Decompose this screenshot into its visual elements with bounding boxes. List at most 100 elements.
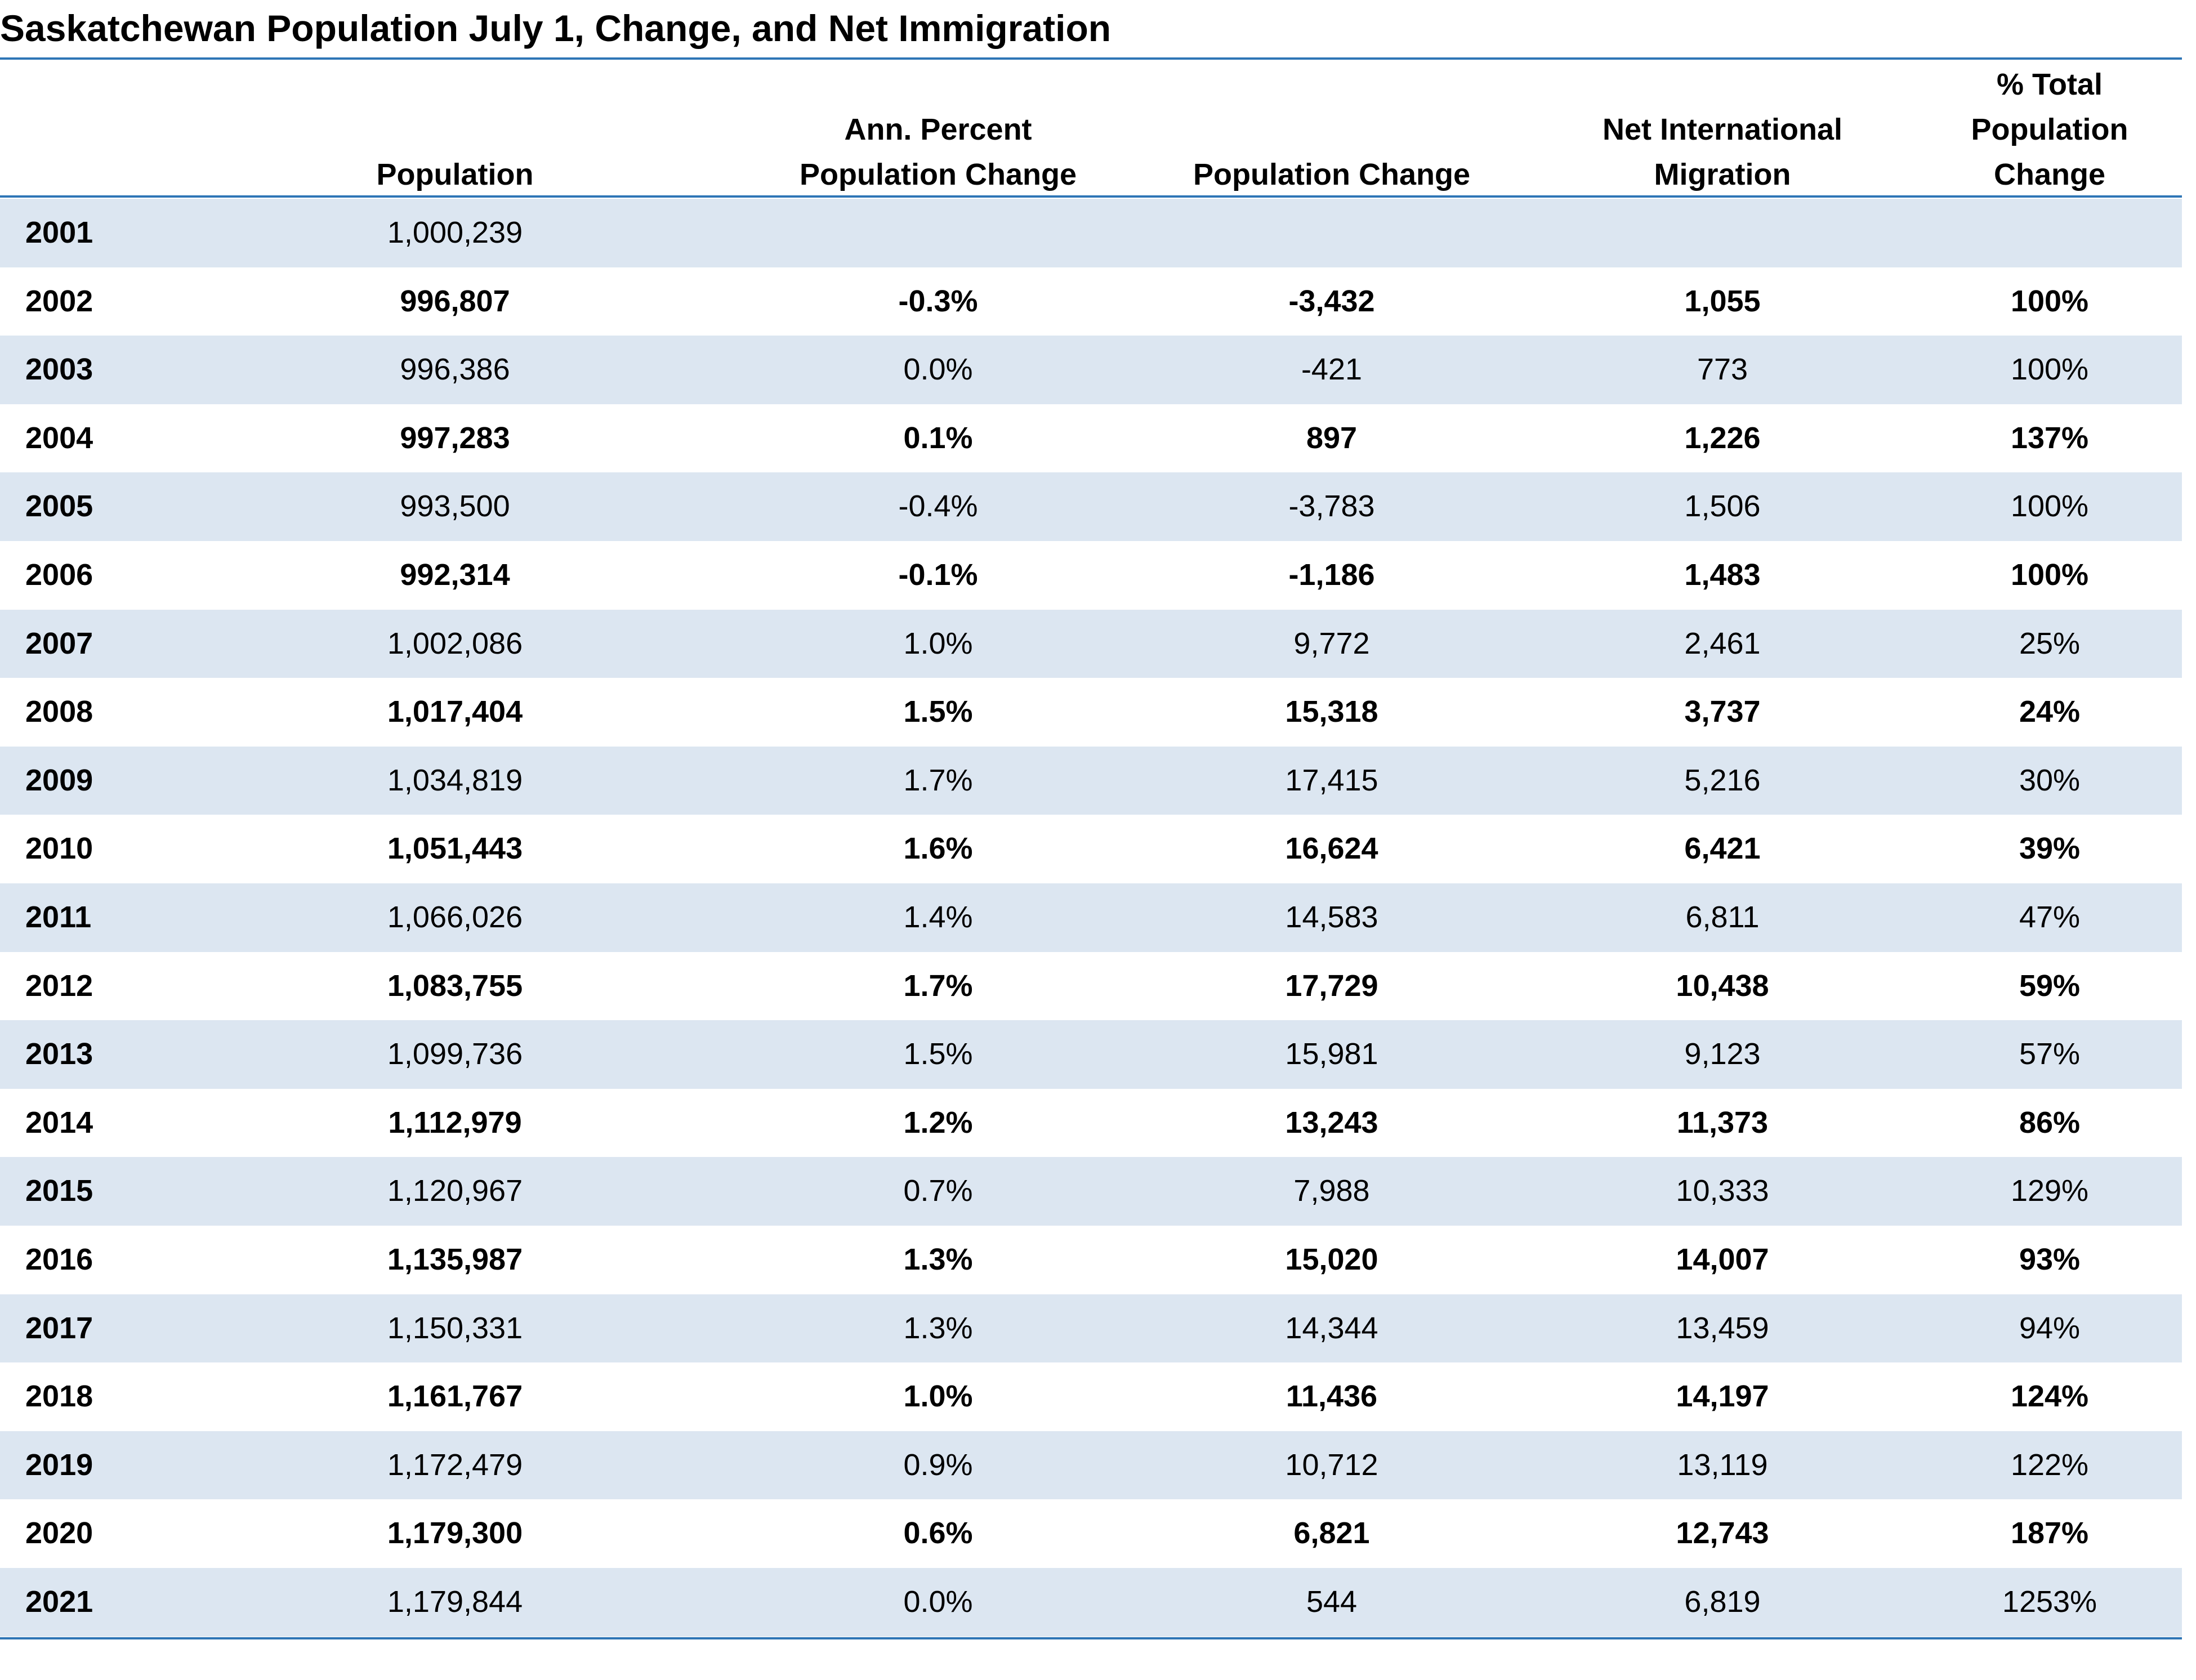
table-row: 2009 1,034,819 1.7% 17,415 5,216 30% xyxy=(0,746,2182,815)
table-row: 2007 1,002,086 1.0% 9,772 2,461 25% xyxy=(0,609,2182,678)
table-cell: -3,432 xyxy=(1288,284,1375,318)
table-cell: 124% xyxy=(2010,1379,2089,1414)
table-cell: 15,981 xyxy=(1285,1037,1378,1071)
table-row: 2002 996,807 -0.3% -3,432 1,055 100% xyxy=(0,267,2182,336)
table-row: 2005 993,500 -0.4% -3,783 1,506 100% xyxy=(0,472,2182,541)
table-cell: 1,161,767 xyxy=(387,1379,523,1414)
table-cell: 1,002,086 xyxy=(387,626,523,660)
table-cell: 1253% xyxy=(2002,1585,2097,1619)
table-cell: 16,624 xyxy=(1285,832,1378,866)
table-cell: 1,506 xyxy=(1684,489,1761,524)
table-cell: 1.3% xyxy=(903,1311,973,1345)
table-row: 2003 996,386 0.0% -421 773 100% xyxy=(0,336,2182,404)
row-year: 2019 xyxy=(25,1447,93,1482)
table-cell: 14,007 xyxy=(1676,1243,1769,1276)
table-cell: 993,500 xyxy=(400,489,510,524)
table-cell: 1.0% xyxy=(903,626,973,660)
table-cell: 1,055 xyxy=(1684,284,1761,318)
table-cell: 13,243 xyxy=(1285,1105,1378,1140)
table-row: 2010 1,051,443 1.6% 16,624 6,421 39% xyxy=(0,815,2182,883)
table-cell: 93% xyxy=(2019,1243,2081,1276)
table-row: 2014 1,112,979 1.2% 13,243 11,373 86% xyxy=(0,1088,2182,1158)
table-cell: 12,743 xyxy=(1676,1516,1769,1551)
table-cell: 6,819 xyxy=(1684,1585,1761,1619)
column-header: Migration xyxy=(1654,158,1791,191)
column-header: Population Change xyxy=(1193,158,1470,191)
table-cell: 1.7% xyxy=(903,763,973,797)
header-rule xyxy=(0,195,2182,198)
table-cell: 14,344 xyxy=(1285,1311,1378,1345)
table-cell: 122% xyxy=(2010,1447,2089,1482)
table-cell: 1.2% xyxy=(903,1105,973,1140)
table-cell: 15,020 xyxy=(1285,1243,1378,1276)
table-row: 2017 1,150,331 1.3% 14,344 13,459 94% xyxy=(0,1294,2182,1363)
table-cell: 1,112,979 xyxy=(388,1105,522,1140)
table-cell: 9,123 xyxy=(1684,1037,1761,1071)
table-cell: 1,083,755 xyxy=(387,968,523,1003)
row-year: 2013 xyxy=(25,1037,93,1071)
row-year: 2015 xyxy=(25,1174,93,1208)
table-cell: 0.6% xyxy=(903,1516,973,1551)
table-cell: 5,216 xyxy=(1684,763,1761,797)
row-year: 2010 xyxy=(25,832,93,866)
table-cell: 0.1% xyxy=(903,421,973,455)
table-cell: 94% xyxy=(2019,1311,2081,1345)
table-row: 2008 1,017,404 1.5% 15,318 3,737 24% xyxy=(0,678,2182,747)
column-header: Ann. Percent xyxy=(844,113,1032,146)
table-row: 2015 1,120,967 0.7% 7,988 10,333 129% xyxy=(0,1157,2182,1226)
column-header: Population xyxy=(376,158,534,191)
table-cell: 59% xyxy=(2019,968,2081,1003)
table-cell: 1.3% xyxy=(903,1243,973,1276)
table-cell: -421 xyxy=(1301,352,1363,387)
table-cell: 100% xyxy=(2010,284,2089,318)
table-cell: 996,807 xyxy=(400,284,510,318)
table-cell: -3,783 xyxy=(1288,489,1375,524)
table-row: 2020 1,179,300 0.6% 6,821 12,743 187% xyxy=(0,1499,2182,1568)
table-cell: 17,415 xyxy=(1285,763,1378,797)
table-cell: 11,373 xyxy=(1676,1105,1769,1140)
table-cell: 992,314 xyxy=(400,558,510,592)
table-cell: 39% xyxy=(2019,832,2081,866)
table-cell: 30% xyxy=(2019,763,2081,797)
table-cell: 1,179,844 xyxy=(387,1585,523,1619)
table-cell: 1,120,967 xyxy=(387,1174,523,1208)
column-header: Net International xyxy=(1602,113,1843,146)
table-cell: 1,179,300 xyxy=(387,1516,523,1551)
table-row: 2006 992,314 -0.1% -1,186 1,483 100% xyxy=(0,541,2182,610)
table-cell: 10,438 xyxy=(1676,968,1769,1003)
table-title: Saskatchewan Population July 1, Change, … xyxy=(0,7,1112,49)
row-year: 2020 xyxy=(25,1516,93,1551)
row-year: 2001 xyxy=(25,216,93,249)
bottom-rule xyxy=(0,1637,2182,1639)
table-cell: 1,017,404 xyxy=(387,695,523,729)
table-cell: 11,436 xyxy=(1286,1379,1378,1414)
table-cell: 0.0% xyxy=(903,1585,973,1619)
table-cell: 997,283 xyxy=(400,421,510,455)
table-cell: 1,066,026 xyxy=(387,900,523,934)
table-cell: 17,729 xyxy=(1285,968,1378,1003)
table-cell: 1.0% xyxy=(903,1379,973,1414)
row-year: 2009 xyxy=(25,763,93,797)
row-year: 2016 xyxy=(25,1243,93,1276)
table-cell: 0.0% xyxy=(903,352,973,387)
table-cell: 100% xyxy=(2010,352,2089,387)
column-header: Population xyxy=(1971,113,2128,146)
table-cell: 25% xyxy=(2019,626,2081,660)
table-cell: 544 xyxy=(1306,1585,1358,1619)
row-year: 2006 xyxy=(25,558,93,592)
table-cell: 86% xyxy=(2019,1105,2081,1140)
row-year: 2003 xyxy=(25,352,93,387)
table-cell: 0.7% xyxy=(903,1174,973,1208)
row-year: 2008 xyxy=(25,695,93,729)
table-cell: 10,712 xyxy=(1285,1447,1378,1482)
table-cell: -0.4% xyxy=(898,489,978,524)
table-cell: 1.7% xyxy=(903,968,973,1003)
table-cell: 1,483 xyxy=(1684,558,1761,592)
table-cell: 47% xyxy=(2019,900,2081,934)
row-year: 2021 xyxy=(25,1585,93,1619)
table-cell: 9,772 xyxy=(1293,626,1370,660)
column-header: % Total xyxy=(1997,68,2103,101)
table-cell: 14,197 xyxy=(1676,1379,1769,1414)
table-cell: 6,421 xyxy=(1684,832,1761,866)
